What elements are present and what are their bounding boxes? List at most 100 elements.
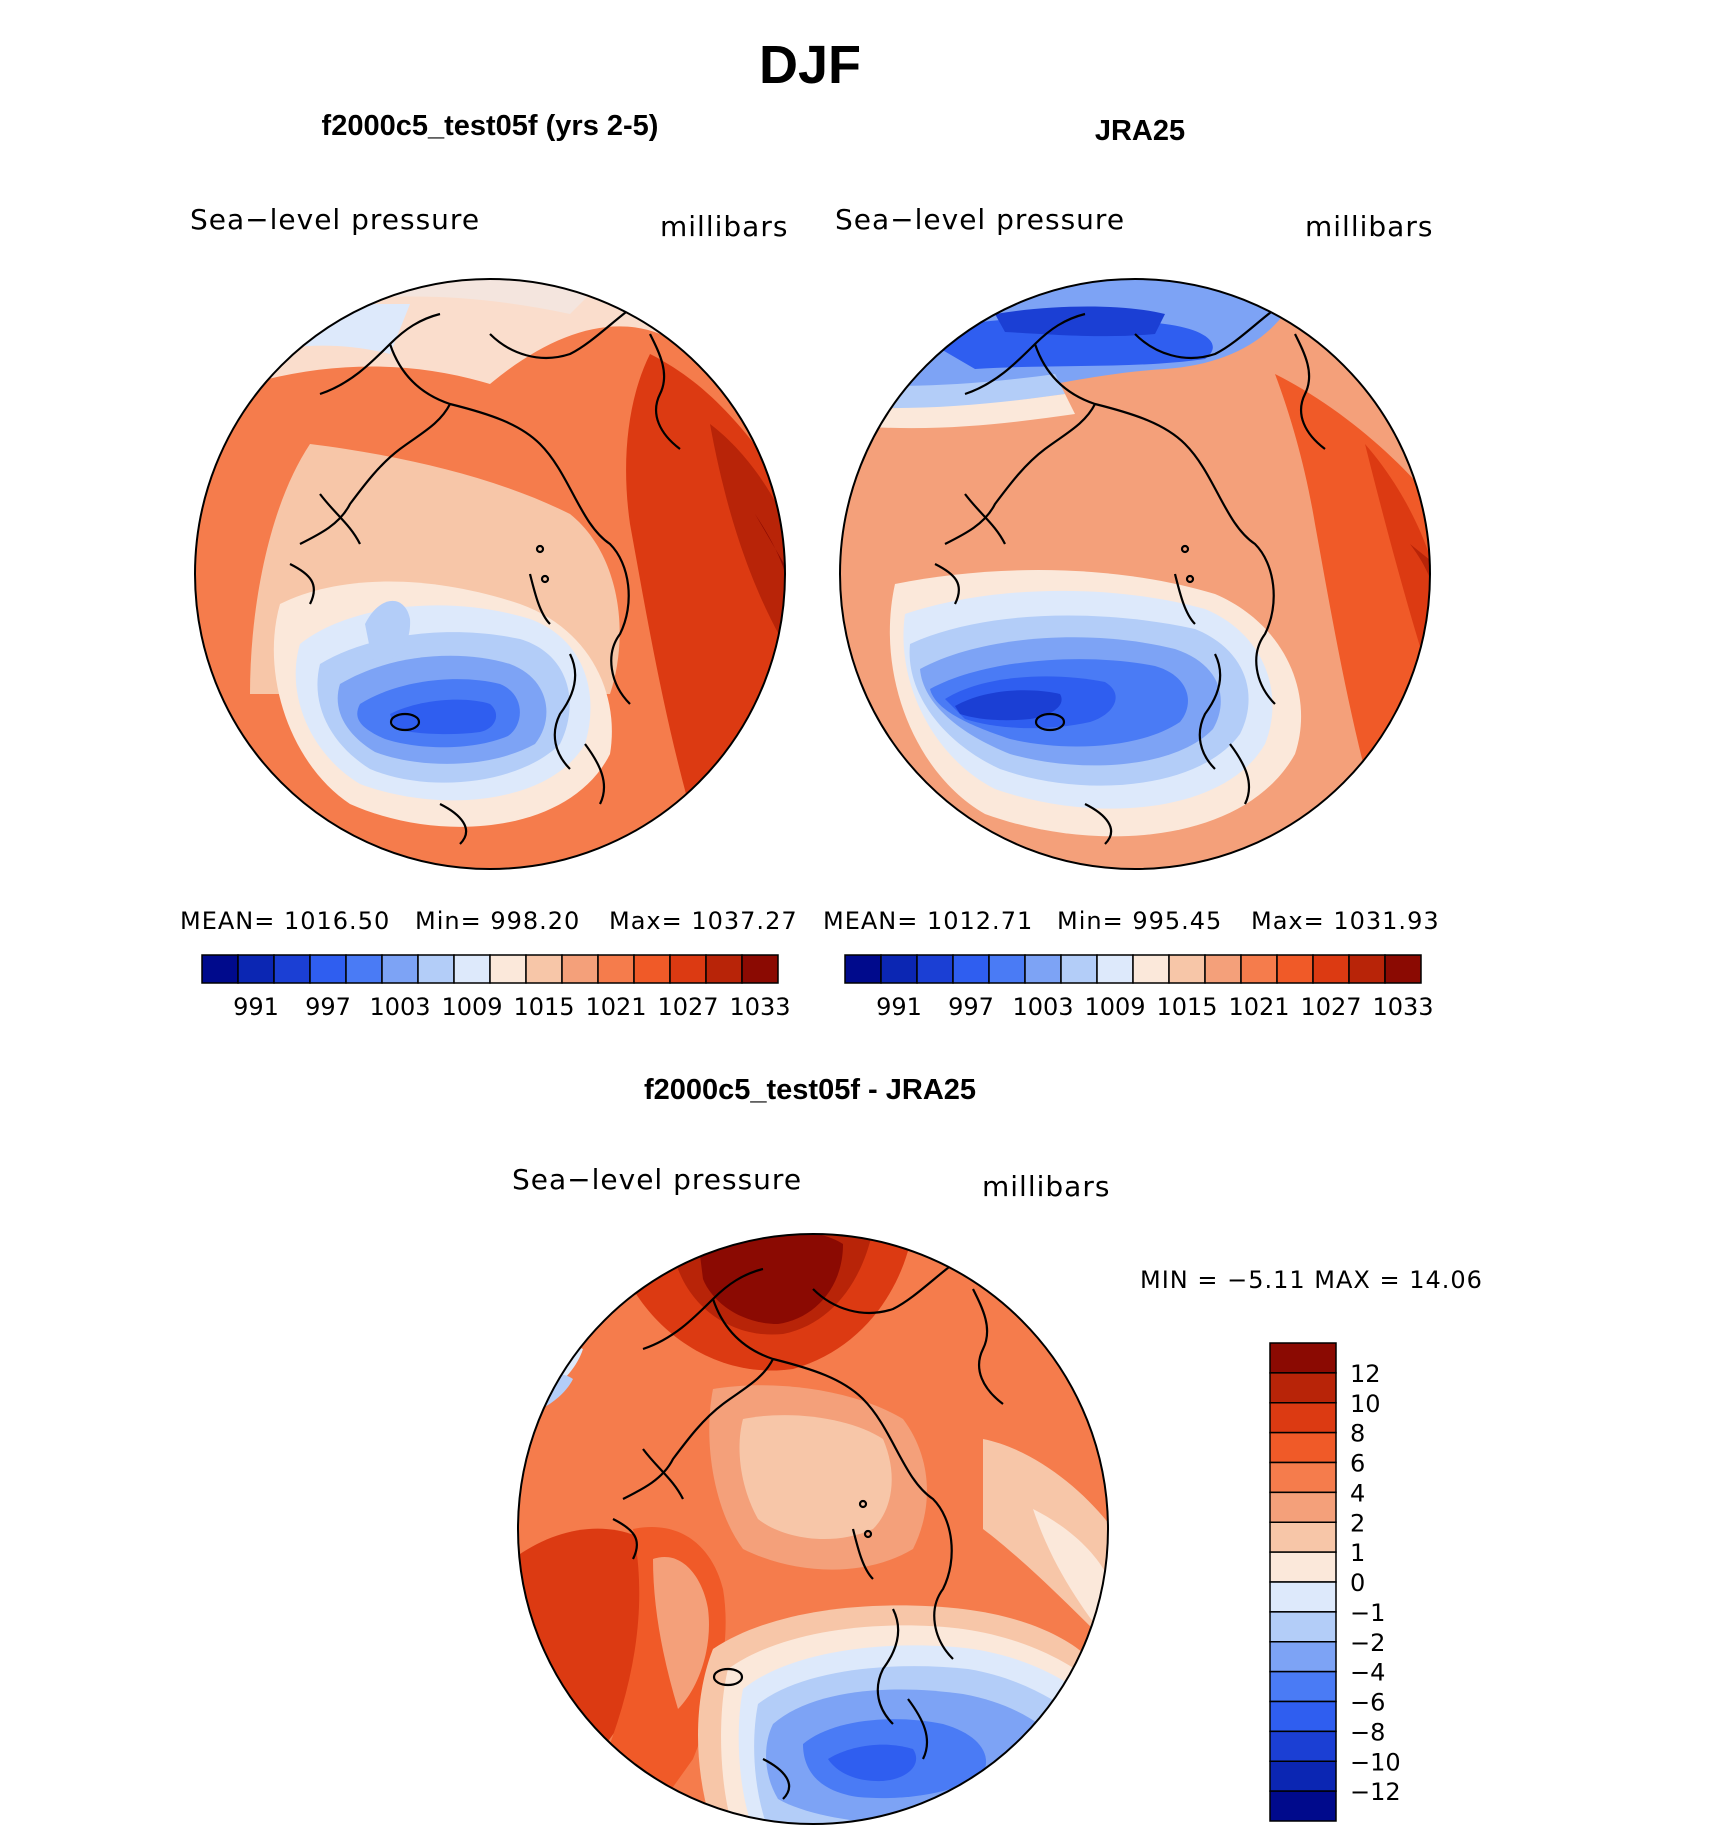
colorbar-tick-label: −2: [1350, 1629, 1385, 1657]
colorbar-box: [1269, 1491, 1337, 1523]
colorbar-box: [741, 954, 779, 984]
colorbar-tick-label: −6: [1350, 1689, 1385, 1717]
colorbar-box: [309, 954, 347, 984]
colorbar-box: [381, 954, 419, 984]
colorbar-box: [705, 954, 743, 984]
panel2-max: Max= 1031.93: [1251, 907, 1440, 935]
panel2-units-label: millibars: [1305, 210, 1434, 243]
colorbar-box: [1269, 1670, 1337, 1703]
panel1-title: f2000c5_test05f (yrs 2-5): [321, 110, 659, 142]
panel1-colorbar: 991 997 1003 1009 1015 1021 1027 1033: [201, 954, 790, 1021]
colorbar-tick-label: −4: [1350, 1659, 1385, 1687]
colorbar-tick-label: 1033: [1372, 993, 1433, 1021]
panel2-polar-map: [839, 278, 1431, 870]
colorbar-box: [1384, 954, 1422, 984]
colorbar-box: [1024, 954, 1062, 984]
colorbar-box: [916, 954, 954, 984]
colorbar-box: [1269, 1372, 1337, 1404]
colorbar-tick-label: −1: [1350, 1599, 1385, 1627]
colorbar-box: [1269, 1641, 1337, 1673]
colorbar-box: [417, 954, 455, 984]
panel3-title: f2000c5_test05f - JRA25: [643, 1074, 977, 1106]
colorbar-tick-label: 1009: [441, 993, 502, 1021]
colorbar-box: [201, 954, 239, 984]
colorbar-box: [880, 954, 918, 984]
colorbar-box: [988, 954, 1026, 984]
colorbar-tick-label: −10: [1350, 1748, 1401, 1776]
panel2-title: JRA25: [1094, 115, 1186, 147]
colorbar-tick-label: 1003: [1012, 993, 1073, 1021]
colorbar-box: [1269, 1551, 1337, 1583]
colorbar-tick-label: −8: [1350, 1718, 1385, 1746]
colorbar-box: [1096, 954, 1134, 984]
colorbar-tick-label: 997: [305, 993, 351, 1021]
colorbar-tick-label: 991: [876, 993, 922, 1021]
panel2-min: Min= 995.45: [1057, 907, 1223, 935]
colorbar-box: [1132, 954, 1170, 984]
colorbar-box: [1269, 1700, 1337, 1733]
panel1-map-border: [194, 278, 786, 870]
colorbar-box: [1269, 1760, 1337, 1792]
colorbar-tick-label: 1027: [1300, 993, 1361, 1021]
panel1-max: Max= 1037.27: [609, 907, 798, 935]
colorbar-tick-label: 1021: [585, 993, 646, 1021]
colorbar-tick-label: −12: [1350, 1778, 1401, 1806]
panel3-map-border: [517, 1233, 1109, 1825]
colorbar-box: [1269, 1402, 1337, 1434]
colorbar-box: [633, 954, 671, 984]
colorbar-box: [844, 954, 882, 984]
colorbar-box: [1269, 1611, 1337, 1643]
colorbar-tick-label: 0: [1350, 1569, 1365, 1597]
panel1-min: Min= 998.20: [415, 907, 581, 935]
panel3-variable-label: Sea−level pressure: [512, 1163, 803, 1196]
colorbar-tick-label: 10: [1350, 1390, 1381, 1418]
colorbar-box: [1269, 1581, 1337, 1613]
colorbar-box: [1168, 954, 1206, 984]
panel3-field-weak-anomaly: [739, 1415, 892, 1540]
colorbar-box: [1348, 954, 1386, 984]
colorbar-box: [561, 954, 599, 984]
panel1-units-label: millibars: [660, 210, 789, 243]
colorbar-tick-label: 6: [1350, 1450, 1365, 1478]
colorbar-tick-label: 1003: [369, 993, 430, 1021]
colorbar-tick-label: 1027: [657, 993, 718, 1021]
colorbar-box: [1240, 954, 1278, 984]
panel2-map-border: [839, 278, 1431, 870]
colorbar-tick-label: 997: [948, 993, 994, 1021]
colorbar-tick-label: 1: [1350, 1539, 1365, 1567]
figure-title: DJF: [758, 35, 861, 95]
colorbar-box: [1269, 1461, 1337, 1494]
panel1-polar-map: [194, 278, 786, 870]
panel1-mean: MEAN= 1016.50: [180, 907, 391, 935]
colorbar-box: [1312, 954, 1350, 984]
colorbar-box: [1269, 1521, 1337, 1553]
colorbar-tick-label: 1033: [729, 993, 790, 1021]
colorbar-box: [1269, 1431, 1337, 1464]
colorbar-box: [1269, 1342, 1337, 1374]
panel3-polar-map: [517, 1233, 1109, 1825]
colorbar-box: [1060, 954, 1098, 984]
colorbar-tick-label: 1015: [1156, 993, 1217, 1021]
colorbar-box: [237, 954, 275, 984]
panel2-mean: MEAN= 1012.71: [823, 907, 1034, 935]
colorbar-tick-label: 1015: [513, 993, 574, 1021]
panel2-colorbar: 991 997 1003 1009 1015 1021 1027 1033: [844, 954, 1433, 1021]
colorbar-tick-label: 991: [233, 993, 279, 1021]
colorbar-box: [1269, 1730, 1337, 1762]
colorbar-box: [453, 954, 491, 984]
colorbar-box: [952, 954, 990, 984]
colorbar-tick-label: 1009: [1084, 993, 1145, 1021]
colorbar-box: [489, 954, 527, 984]
panel1-variable-label: Sea−level pressure: [190, 203, 481, 236]
colorbar-tick-label: 1021: [1228, 993, 1289, 1021]
panel3-minmax: MIN = −5.11 MAX = 14.06: [1140, 1266, 1483, 1294]
colorbar-box: [273, 954, 311, 984]
colorbar-tick-label: 2: [1350, 1509, 1365, 1537]
colorbar-box: [1204, 954, 1242, 984]
panel2-variable-label: Sea−level pressure: [835, 203, 1126, 236]
panel3-units-label: millibars: [982, 1170, 1111, 1203]
colorbar-tick-label: 8: [1350, 1420, 1365, 1448]
colorbar-box: [1276, 954, 1314, 984]
colorbar-box: [345, 954, 383, 984]
